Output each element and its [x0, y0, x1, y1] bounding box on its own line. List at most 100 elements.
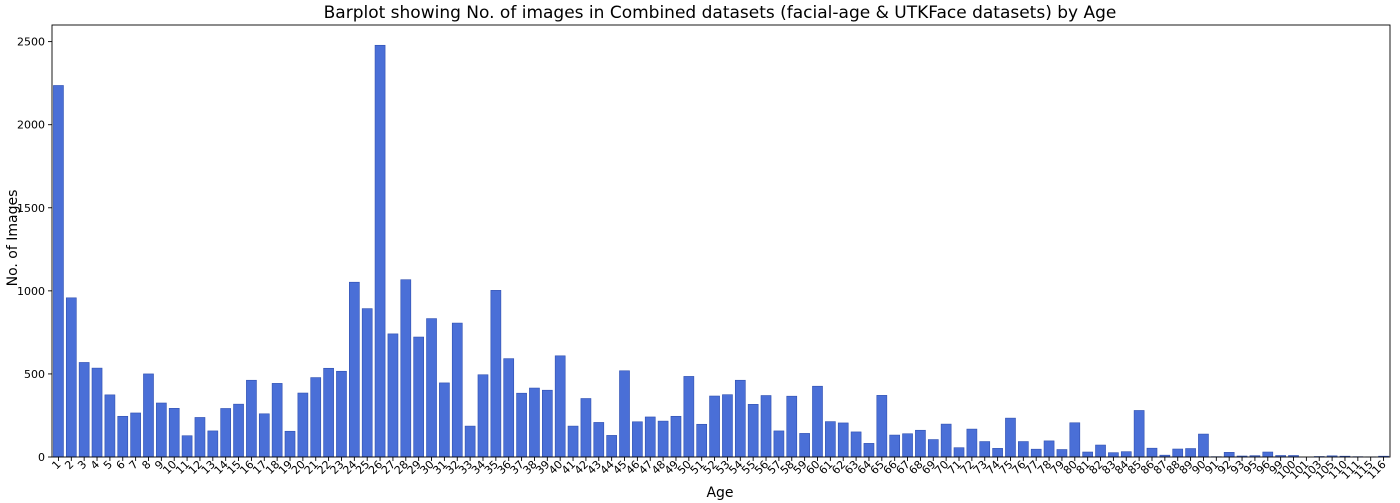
- bar-age-27: [387, 333, 399, 458]
- bar-age-46: [632, 421, 643, 458]
- bar-age-50: [683, 376, 695, 458]
- bar-age-31: [439, 382, 450, 458]
- x-tick-label: 4: [88, 458, 102, 472]
- y-tick-label: 500: [24, 368, 45, 381]
- bar-age-64: [863, 443, 875, 458]
- bar-age-22: [323, 367, 334, 458]
- bar-age-54: [734, 379, 746, 458]
- bar-age-23: [336, 370, 347, 458]
- bar-age-86: [1146, 447, 1158, 458]
- bar-age-48: [657, 420, 669, 458]
- bar-age-78: [1043, 440, 1055, 458]
- bar-age-13: [207, 430, 219, 458]
- bar-age-21: [310, 377, 322, 458]
- bar-age-37: [516, 392, 527, 458]
- bar-age-89: [1185, 448, 1196, 458]
- bar-age-96: [1262, 451, 1274, 458]
- bar-age-82: [1095, 444, 1106, 458]
- bar-age-14: [220, 408, 232, 458]
- bar-age-36: [503, 358, 515, 458]
- x-tick-label: 3: [75, 458, 89, 472]
- bar-age-32: [451, 322, 463, 458]
- y-axis: 0 500 1000 1500 2000 2500: [17, 36, 52, 464]
- bar-age-15: [233, 403, 244, 458]
- y-tick-label: 2500: [17, 36, 45, 49]
- bar-age-81: [1082, 451, 1093, 458]
- bar-age-10: [168, 408, 180, 458]
- x-tick-label: 6: [114, 458, 128, 472]
- y-tick-label: 1000: [17, 285, 45, 298]
- bar-age-30: [426, 318, 437, 458]
- bar-age-49: [670, 415, 682, 458]
- bar-age-28: [400, 279, 412, 458]
- bar-age-77: [1030, 448, 1042, 458]
- bar-age-55: [747, 404, 759, 458]
- bar-age-42: [580, 398, 592, 458]
- bar-age-4: [91, 367, 103, 458]
- bar-age-88: [1172, 448, 1184, 458]
- x-tick-label: 8: [139, 458, 153, 472]
- bar-age-25: [361, 308, 373, 458]
- x-tick-label: 5: [101, 458, 115, 472]
- bar-age-85: [1133, 410, 1145, 458]
- bar-age-38: [529, 387, 540, 458]
- bar-age-3: [78, 362, 90, 458]
- bar-age-67: [902, 433, 913, 458]
- bar-age-18: [271, 383, 283, 458]
- bar-age-17: [258, 413, 270, 458]
- bar-age-12: [194, 417, 206, 458]
- bar-age-58: [786, 395, 798, 458]
- bar-age-62: [837, 422, 849, 458]
- x-axis-label: Age: [706, 485, 733, 501]
- bar-age-79: [1056, 449, 1068, 458]
- bar-age-26: [374, 44, 386, 458]
- bar-age-83: [1108, 452, 1119, 458]
- bar-age-7: [130, 412, 141, 458]
- bar-age-59: [799, 433, 810, 458]
- bar-age-90: [1198, 433, 1209, 458]
- bars-group: [53, 44, 1389, 458]
- x-tick-label: 1: [49, 458, 63, 472]
- bar-age-8: [143, 373, 154, 458]
- bar-age-60: [812, 385, 823, 458]
- bar-age-16: [246, 379, 257, 458]
- bar-age-47: [644, 416, 656, 458]
- chart-title: Barplot showing No. of images in Combine…: [324, 3, 1117, 23]
- x-axis: 1234567891011121314151617181920212223242…: [49, 457, 1389, 482]
- bar-age-11: [181, 435, 193, 458]
- bar-age-84: [1120, 451, 1132, 458]
- bar-age-35: [490, 290, 502, 458]
- bar-age-65: [876, 395, 888, 458]
- y-axis-label: No. of Images: [5, 190, 21, 287]
- bar-age-9: [156, 402, 167, 458]
- bar-age-41: [567, 425, 579, 458]
- bar-age-53: [722, 394, 733, 458]
- bar-age-80: [1069, 422, 1081, 458]
- bar-age-72: [966, 428, 978, 458]
- bar-age-73: [979, 441, 991, 458]
- bar-age-76: [1018, 441, 1029, 458]
- bar-age-63: [850, 431, 862, 458]
- bar-age-52: [709, 395, 720, 458]
- bar-age-33: [464, 425, 476, 458]
- bar-age-29: [413, 336, 424, 458]
- y-tick-label: 0: [38, 451, 45, 464]
- bar-age-34: [477, 374, 489, 458]
- bar-age-1: [53, 85, 64, 458]
- bar-age-6: [117, 415, 129, 458]
- bar-age-5: [104, 394, 116, 458]
- bar-age-19: [284, 430, 296, 458]
- bar-age-44: [606, 435, 617, 458]
- bar-age-2: [65, 297, 77, 458]
- bar-age-75: [1005, 417, 1016, 458]
- x-tick-label: 2: [62, 458, 76, 472]
- plot-frame: [51, 24, 1391, 458]
- bar-age-40: [554, 355, 566, 458]
- bar-age-24: [349, 281, 360, 458]
- bar-age-61: [825, 421, 836, 458]
- bar-age-92: [1223, 452, 1235, 458]
- bar-age-45: [619, 370, 630, 458]
- y-tick-label: 1500: [17, 202, 45, 215]
- bar-age-70: [940, 423, 952, 458]
